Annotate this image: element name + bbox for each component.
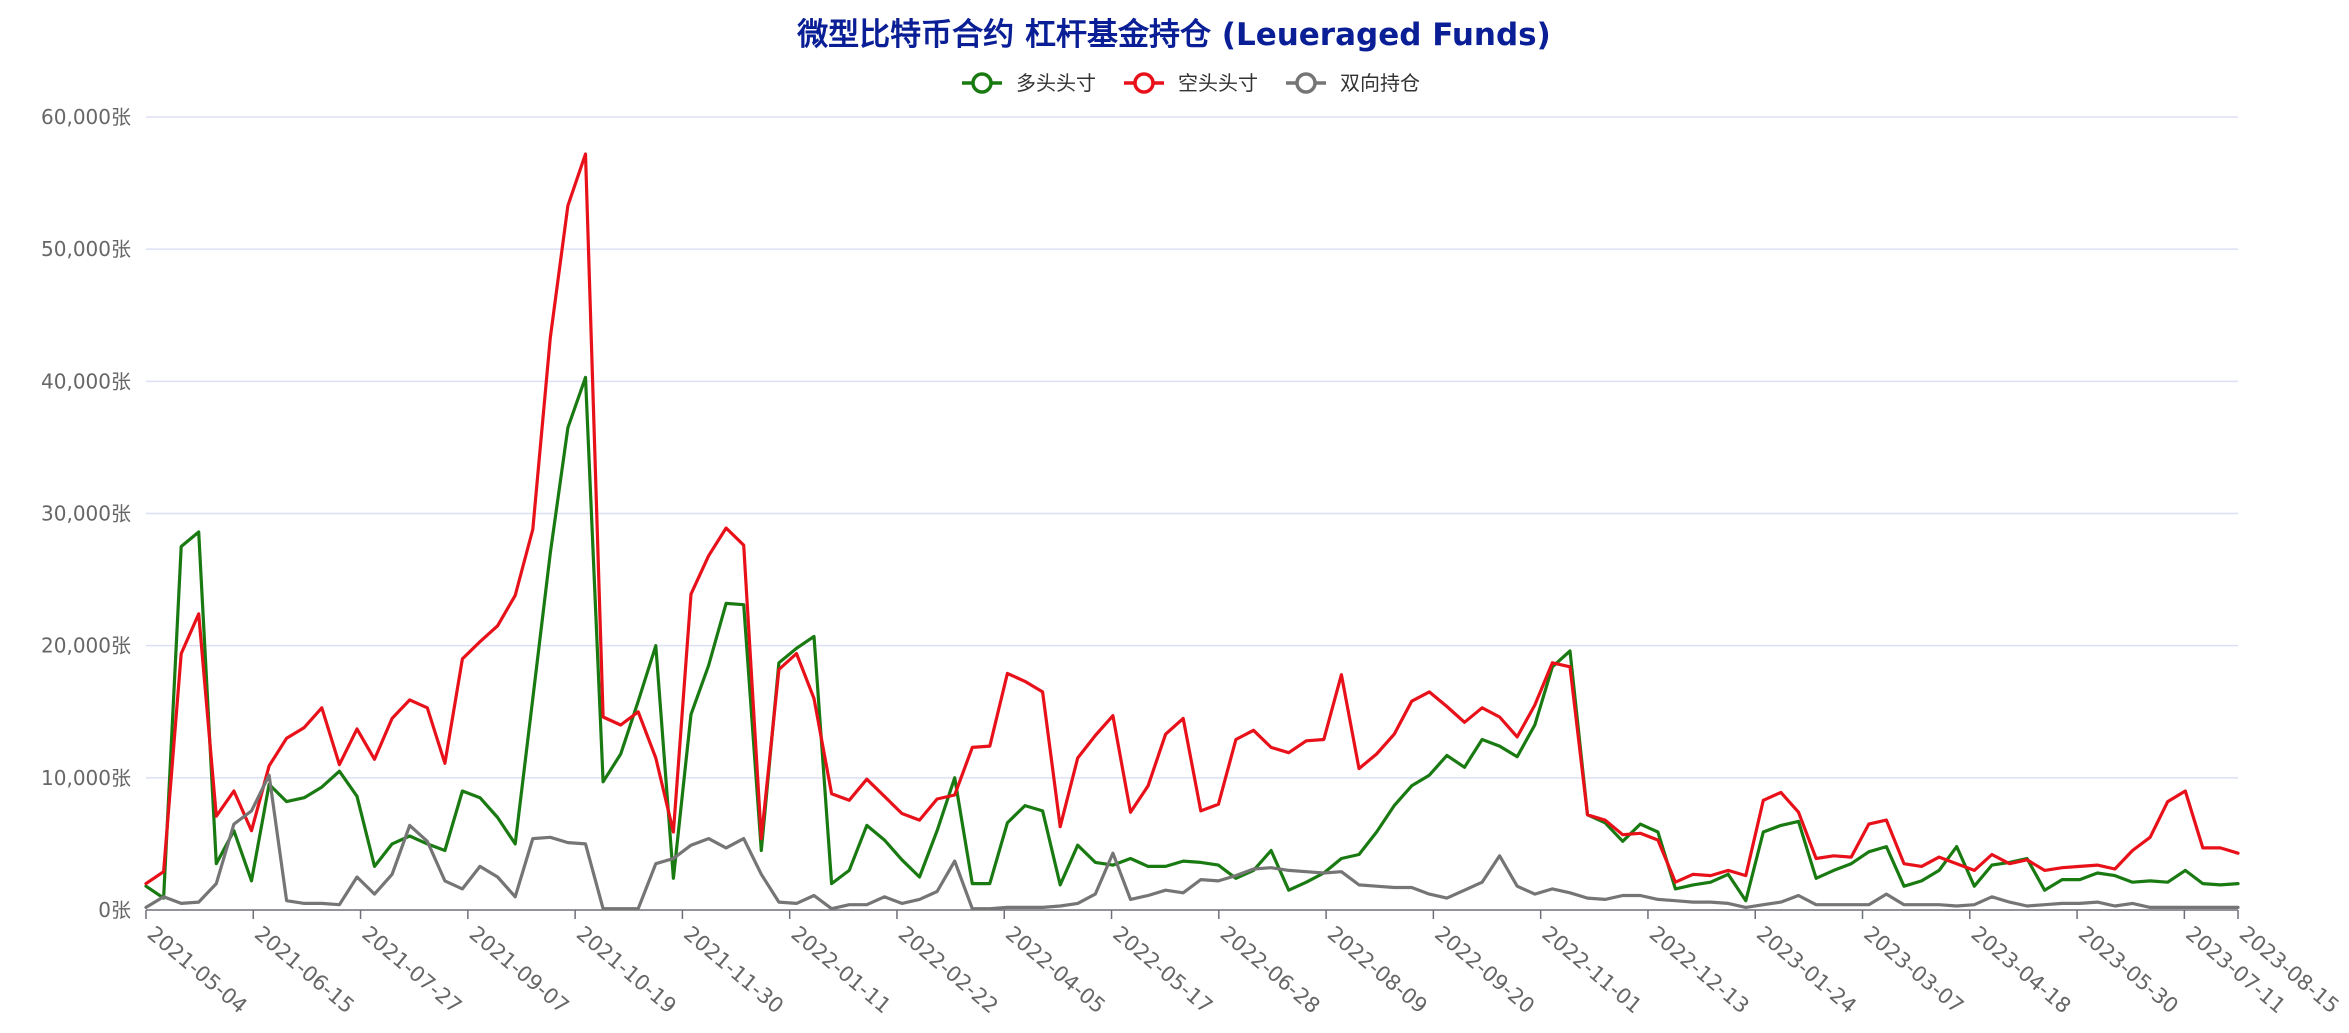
- x-tick-label: 2023-03-07: [1859, 921, 1968, 1018]
- y-tick-label: 30,000张: [41, 502, 131, 526]
- legend-item-2[interactable]: 空头头寸: [1124, 71, 1258, 95]
- legend-item-3[interactable]: 双向持仓: [1286, 71, 1420, 95]
- x-tick-label: 2021-07-27: [357, 921, 466, 1018]
- series-line-2: [144, 152, 2240, 886]
- legend-label: 双向持仓: [1340, 71, 1420, 95]
- series-line-3: [144, 773, 2240, 911]
- x-tick-label: 2022-06-28: [1216, 921, 1325, 1018]
- x-tick-label: 2022-08-09: [1323, 921, 1432, 1018]
- legend-label: 空头头寸: [1178, 71, 1258, 95]
- y-tick-label: 60,000张: [41, 105, 131, 129]
- x-tick-label: 2023-01-24: [1752, 921, 1861, 1018]
- x-tick-label: 2022-11-01: [1537, 921, 1646, 1018]
- chart-title: 微型比特币合约 杠杆基金持仓 (Leueraged Funds): [796, 17, 1551, 53]
- x-tick-label: 2021-05-04: [143, 921, 252, 1018]
- y-axis: 0张 10,000张 20,000张 30,000张 40,000张 50,000张 60,…: [41, 105, 131, 922]
- y-tick-label: 0张: [98, 898, 131, 922]
- series-group: [144, 152, 2240, 911]
- y-tick-label: 40,000张: [41, 369, 131, 393]
- x-tick-label: 2023-04-18: [1967, 921, 2076, 1018]
- x-tick-label: 2022-05-17: [1108, 921, 1217, 1018]
- x-tick-label: 2022-01-11: [786, 921, 895, 1018]
- y-tick-label: 50,000张: [41, 237, 131, 261]
- x-axis: 2021-05-042021-06-152021-07-272021-09-07…: [143, 909, 2344, 1018]
- legend-marker-icon: [971, 72, 993, 94]
- x-tick-label: 2022-04-05: [1001, 921, 1110, 1018]
- x-tick-label: 2021-10-19: [572, 921, 681, 1018]
- legend-label: 多头头寸: [1016, 71, 1096, 95]
- grid: [146, 116, 2238, 779]
- legend[interactable]: 多头头寸 空头头寸 双向持仓: [962, 71, 1420, 95]
- x-tick-label: 2021-09-07: [465, 921, 574, 1018]
- x-tick-label: 2021-11-30: [679, 921, 788, 1018]
- x-tick-label: 2021-06-15: [250, 921, 359, 1018]
- y-tick-label: 10,000张: [41, 766, 131, 790]
- x-tick-label: 2022-02-22: [894, 921, 1003, 1018]
- x-tick-label: 2023-05-30: [2074, 921, 2183, 1018]
- x-tick-label: 2022-12-13: [1645, 921, 1754, 1018]
- y-tick-label: 20,000张: [41, 634, 131, 658]
- series-line-1: [144, 375, 2240, 903]
- legend-item-1[interactable]: 多头头寸: [962, 71, 1096, 95]
- x-tick-label: 2022-09-20: [1430, 921, 1539, 1018]
- legend-marker-icon: [1133, 72, 1155, 94]
- legend-marker-icon: [1295, 72, 1317, 94]
